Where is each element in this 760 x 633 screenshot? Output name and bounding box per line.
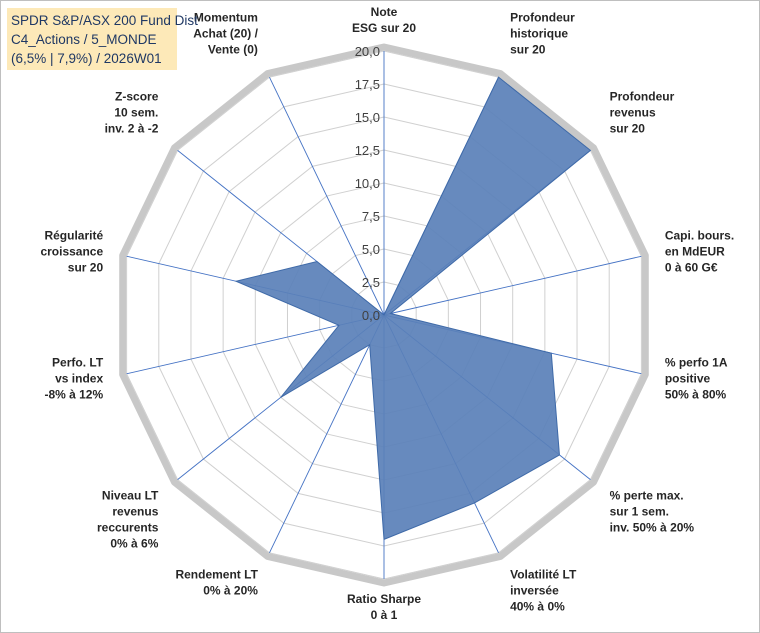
radar-outer-ring [119, 43, 649, 587]
axis-label: Vente (0) [208, 42, 258, 56]
tick-label: 0,0 [362, 308, 380, 323]
radar-axis-labels: Note ESG sur 20 Profondeur historique sur 20… [40, 5, 734, 622]
tick-label: 7,5 [362, 209, 380, 224]
axis-label: Profondeur [610, 90, 675, 104]
axis-label: historique [510, 26, 568, 40]
axis-label: Volatilité LT [510, 568, 577, 582]
radar-spoke [383, 255, 642, 316]
axis-label: 10 sem. [114, 106, 158, 120]
axis-label: Z-score [115, 90, 159, 104]
axis-label: 50% à 80% [665, 388, 727, 402]
axis-label: Régularité [44, 228, 103, 242]
axis-label: sur 20 [68, 260, 104, 274]
radar-spoke [269, 76, 385, 316]
chart-title-line-1: SPDR S&P/ASX 200 Fund Dist [11, 13, 198, 28]
axis-label: croissance [40, 244, 103, 258]
axis-label: 0 à 1 [371, 608, 398, 622]
axis-label: Achat (20) / [193, 26, 258, 40]
axis-label: inversée [510, 584, 559, 598]
axis-label: Rendement LT [175, 568, 258, 582]
axis-label: 0% à 6% [110, 536, 158, 550]
axis-label: 0% à 20% [203, 584, 258, 598]
axis-label: sur 20 [510, 42, 546, 56]
axis-label: -8% à 12% [44, 388, 103, 402]
tick-label: 12,5 [355, 143, 380, 158]
axis-label: % perte max. [610, 488, 684, 502]
tick-label: 20,0 [355, 44, 380, 59]
axis-label: % perfo 1A [665, 356, 728, 370]
radar-spoke [269, 314, 385, 554]
radar-series [234, 76, 592, 541]
axis-label: Note [371, 5, 398, 19]
chart-title-line-2: C4_Actions / 5_MONDE [11, 32, 157, 47]
axis-label: inv. 50% à 20% [610, 520, 695, 534]
tick-label: 2,5 [362, 275, 380, 290]
axis-label: ESG sur 20 [352, 21, 416, 35]
axis-label: Profondeur [510, 10, 575, 24]
tick-label: 15,0 [355, 110, 380, 125]
tick-label: 5,0 [362, 242, 380, 257]
axis-label: en MdEUR [665, 244, 725, 258]
axis-label: Momentum [194, 10, 258, 24]
axis-label: Niveau LT [102, 488, 159, 502]
axis-label: positive [665, 372, 711, 386]
axis-label: sur 1 sem. [610, 504, 669, 518]
axis-label: 40% à 0% [510, 600, 565, 614]
axis-label: reccurents [97, 520, 159, 534]
axis-label: Perfo. LT [52, 356, 104, 370]
axis-label: revenus [610, 106, 656, 120]
axis-label: Capi. bours. [665, 228, 734, 242]
chart-title: SPDR S&P/ASX 200 Fund Dist C4_Actions / … [7, 8, 198, 70]
axis-label: inv. 2 à -2 [105, 122, 159, 136]
radar-tick-labels: 0,0 2,5 5,0 7,5 10,0 12,5 15,0 17,5 20,0 [355, 44, 380, 323]
axis-label: Ratio Sharpe [347, 592, 421, 606]
axis-label: vs index [55, 372, 103, 386]
tick-label: 10,0 [355, 176, 380, 191]
tick-label: 17,5 [355, 77, 380, 92]
axis-label: revenus [112, 504, 158, 518]
chart-title-line-3: (6,5% | 7,9%) / 2026W01 [11, 51, 162, 66]
radar-series-area [234, 76, 592, 541]
axis-label: 0 à 60 G€ [665, 260, 718, 274]
axis-label: sur 20 [610, 122, 646, 136]
